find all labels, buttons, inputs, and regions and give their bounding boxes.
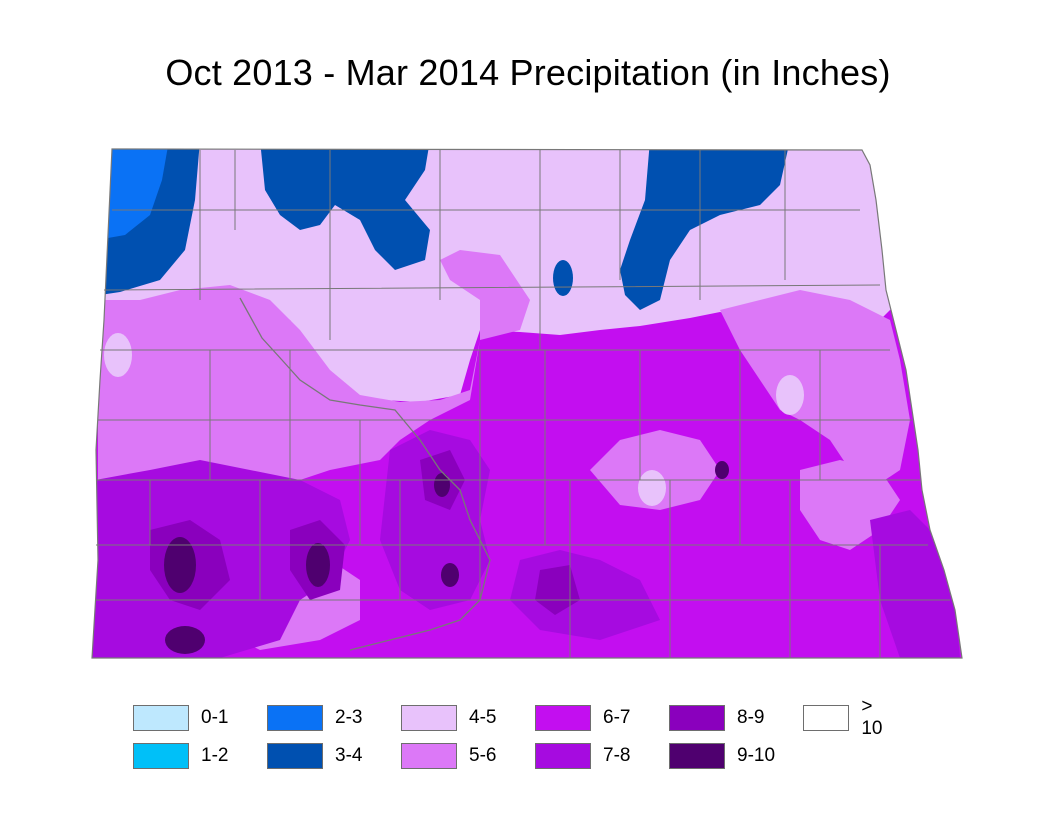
legend-label: 5-6 bbox=[469, 745, 497, 766]
band-9-10-e bbox=[715, 461, 729, 479]
state-outline bbox=[91, 148, 963, 659]
legend-swatch bbox=[401, 743, 457, 769]
band-4-5-east-center bbox=[638, 470, 666, 506]
band-4-5-west-island bbox=[104, 333, 132, 377]
legend-swatch bbox=[267, 705, 323, 731]
band-9-10-f bbox=[165, 626, 205, 654]
band-2-3-northwest bbox=[108, 149, 168, 238]
band-9-10-d bbox=[441, 563, 459, 587]
legend-swatch bbox=[133, 743, 189, 769]
legend-item: 3-4 bbox=[267, 742, 362, 770]
legend-swatch bbox=[669, 743, 725, 769]
legend-label: 4-5 bbox=[469, 707, 497, 728]
band-8-9-south-central bbox=[535, 565, 580, 615]
legend-item: 1-2 bbox=[133, 742, 228, 770]
legend-swatch bbox=[803, 705, 850, 731]
legend-swatch bbox=[535, 705, 591, 731]
legend-label: 0-1 bbox=[201, 707, 229, 728]
legend-item: 6-7 bbox=[535, 704, 630, 732]
band-3-4-north-center bbox=[260, 149, 430, 270]
county-boundaries bbox=[96, 150, 950, 658]
band-5-6-east-center bbox=[590, 430, 720, 510]
legend-swatch bbox=[133, 705, 189, 731]
legend-label: 3-4 bbox=[335, 745, 363, 766]
band-9-10-a bbox=[164, 537, 196, 593]
legend-label: 7-8 bbox=[603, 745, 631, 766]
legend-label: > 10 bbox=[861, 696, 883, 739]
legend: 0-1 1-2 2-3 3-4 4-5 5-6 6-7 7-8 8-9 9-10 > 10 bbox=[133, 696, 882, 774]
legend-label: 6-7 bbox=[603, 707, 631, 728]
legend-item: 5-6 bbox=[401, 742, 496, 770]
legend-item: 9-10 bbox=[669, 742, 775, 770]
band-9-10-b bbox=[306, 543, 330, 587]
legend-label: 8-9 bbox=[737, 707, 765, 728]
legend-label: 9-10 bbox=[737, 745, 776, 766]
missouri-river bbox=[239, 297, 491, 651]
map-title: Oct 2013 - Mar 2014 Precipitation (in In… bbox=[165, 52, 891, 93]
legend-item: > 10 bbox=[803, 696, 892, 739]
legend-item: 2-3 bbox=[267, 704, 362, 732]
band-5-6-east bbox=[720, 290, 910, 490]
legend-swatch bbox=[401, 705, 457, 731]
legend-swatch bbox=[535, 743, 591, 769]
legend-item: 8-9 bbox=[669, 704, 764, 732]
legend-item: 7-8 bbox=[535, 742, 630, 770]
band-9-10-c bbox=[434, 473, 450, 497]
band-3-4-island bbox=[553, 260, 573, 296]
legend-label: 2-3 bbox=[335, 707, 363, 728]
band-4-5-east-island bbox=[776, 375, 804, 415]
precipitation-fill bbox=[92, 149, 962, 658]
legend-swatch bbox=[669, 705, 725, 731]
precipitation-map bbox=[91, 148, 963, 659]
legend-swatch bbox=[267, 743, 323, 769]
band-3-4-northeast bbox=[620, 149, 790, 310]
legend-label: 1-2 bbox=[201, 745, 229, 766]
legend-item: 0-1 bbox=[133, 704, 228, 732]
legend-item: 4-5 bbox=[401, 704, 496, 732]
